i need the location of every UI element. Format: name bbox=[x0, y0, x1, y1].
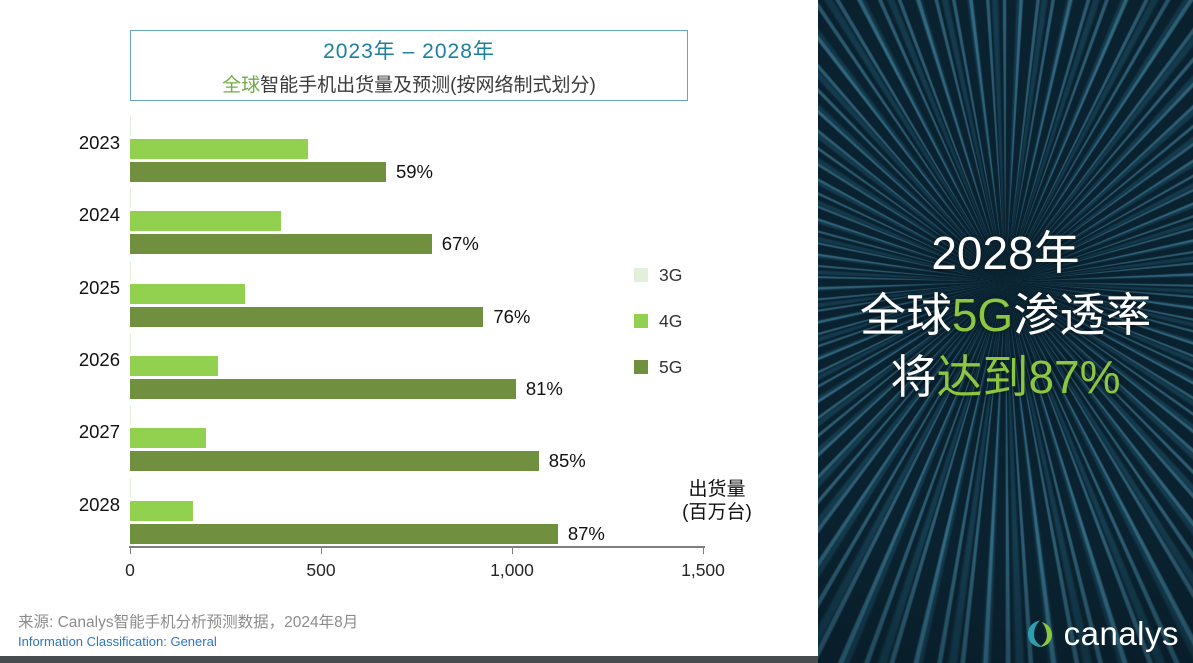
highlight-panel: 2028年 全球5G渗透率 将达到87% canalys bbox=[818, 0, 1193, 663]
starburst-background bbox=[818, 0, 1193, 663]
legend-label-3g: 3G bbox=[659, 264, 683, 285]
bar-5g-2027 bbox=[130, 451, 539, 472]
legend-label-4g: 4G bbox=[659, 310, 683, 331]
source-note: 来源: Canalys智能手机分析预测数据，2024年8月 bbox=[18, 614, 359, 631]
canalys-logo-text: canalys bbox=[1063, 615, 1179, 652]
canalys-logo: canalys bbox=[1023, 615, 1179, 653]
bar-4g-2025 bbox=[130, 283, 245, 304]
bar-4g-2023 bbox=[130, 139, 308, 159]
bar-3g-2023 bbox=[130, 116, 132, 136]
x-tick-mark bbox=[512, 548, 513, 554]
headline-line3-white: 将 bbox=[890, 351, 937, 403]
chart-title-sub-green: 全球 bbox=[222, 74, 261, 96]
bar-3g-2026 bbox=[130, 332, 131, 353]
headline-line2-green: 5G bbox=[951, 289, 1014, 341]
legend-item-5g: 5G bbox=[634, 357, 682, 377]
bar-4g-2026 bbox=[130, 355, 218, 376]
headline-line3: 将达到87% bbox=[818, 346, 1193, 408]
headline: 2028年 全球5G渗透率 将达到87% bbox=[818, 222, 1193, 408]
headline-line3-green: 达到87% bbox=[936, 351, 1121, 403]
x-tick-mark bbox=[130, 548, 131, 554]
pct-label-2023: 59% bbox=[395, 161, 433, 182]
bar-3g-2025 bbox=[130, 260, 131, 281]
chart-row-2026: 2026 81% bbox=[79, 329, 703, 401]
bar-5g-2028 bbox=[130, 523, 558, 544]
headline-line2-white2: 渗透率 bbox=[1013, 289, 1152, 341]
chart-title-sub: 全球智能手机出货量及预测(按网络制式划分) bbox=[222, 70, 596, 97]
legend-item-3g: 3G bbox=[634, 265, 682, 285]
chart-row-2024: 2024 67% bbox=[79, 184, 703, 256]
chart-title-years: 2023年 – 2028年 bbox=[323, 39, 495, 63]
plot-area: 2023 59% 2024 67% 2025 76% 2026 81% 2027 85% 2028 8… bbox=[79, 112, 703, 546]
bar-4g-2027 bbox=[130, 428, 207, 449]
bar-5g-2024 bbox=[130, 234, 432, 255]
bar-4g-2024 bbox=[130, 211, 281, 232]
axis-unit-label: 出货量 (百万台) bbox=[650, 478, 784, 524]
chart-title-box: 2023年 – 2028年 全球智能手机出货量及预测(按网络制式划分) bbox=[130, 30, 688, 101]
pct-label-2027: 85% bbox=[548, 450, 586, 472]
legend: 3G 4G 5G bbox=[634, 265, 682, 377]
x-tick-mark bbox=[321, 548, 322, 554]
bar-4g-2028 bbox=[130, 500, 194, 521]
category-label-2027: 2027 bbox=[78, 421, 120, 443]
canalys-logo-icon bbox=[1023, 617, 1057, 651]
unit-label-line1: 出货量 bbox=[688, 479, 746, 500]
pct-label-2024: 67% bbox=[441, 233, 479, 255]
unit-label-line2: (百万台) bbox=[682, 502, 752, 523]
x-axis-line bbox=[129, 546, 705, 548]
x-axis-ticks: 0 500 1,000 1,500 bbox=[125, 548, 725, 582]
category-label-2028: 2028 bbox=[78, 493, 120, 515]
x-tick-mark bbox=[703, 548, 704, 554]
bar-5g-2025 bbox=[130, 306, 484, 327]
chart-row-2028: 2028 87% bbox=[79, 474, 703, 546]
classification-note: Information Classification: General bbox=[18, 634, 217, 649]
chart-row-2023: 2023 59% bbox=[79, 112, 703, 184]
legend-swatch-3g bbox=[634, 268, 648, 282]
x-tick-label: 1,500 bbox=[681, 560, 725, 580]
category-label-2026: 2026 bbox=[78, 348, 120, 370]
bar-3g-2028 bbox=[130, 477, 131, 498]
legend-item-4g: 4G bbox=[634, 311, 682, 331]
category-label-2024: 2024 bbox=[78, 204, 120, 226]
legend-swatch-4g bbox=[634, 314, 648, 328]
pct-label-2026: 81% bbox=[525, 377, 563, 399]
legend-swatch-5g bbox=[634, 360, 648, 374]
legend-label-5g: 5G bbox=[659, 356, 683, 377]
chart-title-sub-rest: 智能手机出货量及预测(按网络制式划分) bbox=[260, 74, 596, 96]
pct-label-2028: 87% bbox=[567, 522, 605, 544]
headline-line2: 全球5G渗透率 bbox=[818, 284, 1193, 346]
bar-3g-2027 bbox=[130, 405, 131, 426]
x-tick-label: 500 bbox=[306, 560, 336, 580]
bar-5g-2026 bbox=[130, 378, 516, 399]
category-label-2025: 2025 bbox=[78, 276, 120, 298]
bar-5g-2023 bbox=[130, 162, 386, 182]
bar-3g-2024 bbox=[130, 188, 131, 209]
x-tick-label: 1,000 bbox=[490, 560, 534, 580]
bottom-strip bbox=[0, 656, 818, 663]
x-tick-label: 0 bbox=[125, 560, 135, 580]
category-label-2023: 2023 bbox=[78, 132, 120, 153]
chart-row-2025: 2025 76% bbox=[79, 257, 703, 329]
pct-label-2025: 76% bbox=[493, 305, 531, 327]
headline-line1: 2028年 bbox=[931, 227, 1080, 279]
chart-row-2027: 2027 85% bbox=[79, 401, 703, 473]
headline-line2-white: 全球 bbox=[859, 289, 952, 341]
